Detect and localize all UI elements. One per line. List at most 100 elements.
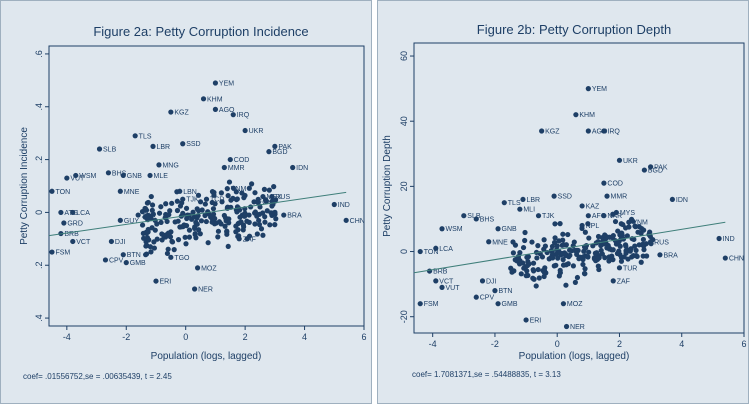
scatter-point [604, 193, 610, 199]
scatter-point [224, 228, 230, 234]
scatter-point [535, 266, 541, 273]
scatter-point [517, 206, 523, 212]
y-tick-label: 60 [399, 51, 409, 61]
point-label: IDN [296, 165, 308, 172]
scatter-point [205, 209, 211, 215]
scatter-point [167, 208, 173, 214]
scatter-point [290, 164, 296, 171]
scatter-point [479, 278, 486, 284]
scatter-point [625, 256, 631, 262]
scatter-point [596, 266, 602, 273]
scatter-point [716, 235, 722, 242]
scatter-point [151, 239, 157, 245]
scatter-point [246, 185, 252, 191]
scatter-point [636, 223, 642, 230]
point-label: GUY [124, 218, 140, 225]
scatter-point [117, 217, 123, 223]
scatter-point [343, 217, 349, 223]
scatter-point [539, 128, 545, 134]
scatter-point [233, 229, 239, 235]
scatter-point [648, 239, 654, 245]
scatter-point [555, 255, 561, 261]
scatter-point [582, 266, 588, 272]
scatter-point [141, 235, 147, 241]
scatter-point [501, 200, 507, 206]
scatter-point [163, 201, 169, 207]
scatter-point [560, 231, 566, 237]
scatter-point [256, 211, 263, 217]
scatter-point [620, 221, 626, 228]
scatter-point [181, 222, 187, 228]
point-label: LBR [526, 197, 540, 204]
scatter-point [73, 172, 79, 179]
scatter-point [203, 196, 210, 202]
point-label: NER [570, 324, 585, 331]
scatter-point [256, 217, 262, 224]
scatter-point [212, 201, 218, 207]
scatter-point [417, 301, 423, 307]
scatter-point [246, 212, 252, 218]
scatter-point [636, 242, 642, 248]
point-label: AFG [592, 213, 606, 220]
scatter-point [225, 243, 231, 250]
scatter-point [331, 201, 337, 208]
scatter-point [601, 213, 607, 219]
scatter-point [616, 265, 623, 271]
scatter-point [617, 243, 623, 249]
scatter-point [149, 225, 155, 231]
scatter-point [523, 273, 529, 279]
scatter-point [215, 234, 221, 240]
scatter-point [571, 239, 577, 245]
y-tick-label: 20 [399, 181, 409, 191]
y-axis-label: Petty Corruption Depth [382, 135, 393, 237]
scatter-point [158, 219, 164, 226]
scatter-point [595, 255, 601, 261]
scatter-point [180, 141, 186, 147]
scatter-point [210, 206, 217, 212]
scatter-point [535, 243, 541, 249]
scatter-point [149, 207, 155, 213]
scatter-point [203, 218, 209, 225]
scatter-point [530, 260, 537, 266]
scatter-point [148, 249, 154, 255]
scatter-point [541, 273, 547, 280]
scatter-point [281, 212, 287, 218]
scatter-point [624, 233, 630, 239]
point-label: UKR [623, 158, 638, 165]
scatter-point [657, 252, 663, 258]
scatter-point [212, 106, 219, 112]
scatter-point [643, 241, 649, 247]
scatter-point [70, 238, 76, 245]
scatter-point [222, 223, 228, 229]
y-tick-label: .6 [34, 50, 44, 58]
scatter-point [260, 193, 266, 200]
scatter-point [148, 193, 154, 200]
scatter-point [612, 218, 619, 225]
scatter-point [616, 157, 623, 163]
scatter-point [258, 226, 265, 232]
x-tick-label: 4 [679, 339, 684, 349]
point-label: BHS [480, 216, 495, 223]
scatter-point [622, 242, 629, 248]
x-tick-label: 6 [741, 339, 746, 349]
point-label: KAZ [586, 203, 600, 210]
scatter-point [262, 214, 268, 220]
fit-line [48, 191, 347, 237]
scatter-point [518, 271, 524, 277]
point-label: SLB [103, 147, 117, 154]
scatter-point [530, 267, 536, 273]
scatter-point [433, 278, 439, 284]
point-label: GRD [67, 220, 83, 227]
point-label: NAR [607, 213, 622, 220]
scatter-point [192, 231, 198, 238]
point-label: AGO [219, 107, 235, 114]
point-label: DJI [486, 278, 497, 285]
scatter-point [638, 230, 644, 236]
scatter-point [254, 231, 260, 237]
scatter-point [256, 221, 263, 228]
x-tick-label: 2 [243, 332, 248, 342]
scatter-point [542, 243, 548, 249]
point-label: IDN [676, 197, 688, 204]
point-label: TLS [508, 200, 521, 207]
